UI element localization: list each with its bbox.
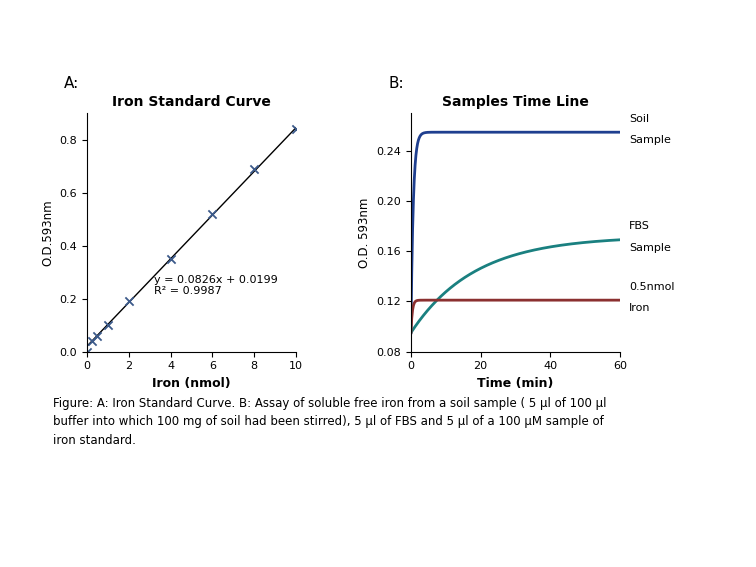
Text: Iron: Iron xyxy=(629,303,650,313)
Text: Sample: Sample xyxy=(629,243,671,253)
Point xyxy=(165,255,177,264)
Point xyxy=(91,331,104,340)
Point xyxy=(122,297,135,306)
Y-axis label: O.D.593nm: O.D.593nm xyxy=(41,199,54,266)
X-axis label: Iron (nmol): Iron (nmol) xyxy=(152,377,231,390)
Text: FBS: FBS xyxy=(629,221,650,231)
Text: y = 0.0826x + 0.0199
R² = 0.9987: y = 0.0826x + 0.0199 R² = 0.9987 xyxy=(153,274,277,296)
Text: A:: A: xyxy=(64,76,79,91)
Text: B:: B: xyxy=(389,76,404,91)
Y-axis label: O.D. 593nm: O.D. 593nm xyxy=(358,197,370,268)
Point xyxy=(248,164,260,174)
Text: 0.5nmol: 0.5nmol xyxy=(629,282,674,291)
Text: Sample: Sample xyxy=(629,135,671,145)
X-axis label: Time (min): Time (min) xyxy=(477,377,553,390)
Title: Iron Standard Curve: Iron Standard Curve xyxy=(112,95,271,109)
Point xyxy=(102,320,114,329)
Text: Soil: Soil xyxy=(629,114,649,124)
Point xyxy=(81,347,93,356)
Point xyxy=(290,125,302,134)
Title: Samples Time Line: Samples Time Line xyxy=(442,95,589,109)
Point xyxy=(206,209,218,218)
Text: Figure: A: Iron Standard Curve. B: Assay of soluble free iron from a soil sample: Figure: A: Iron Standard Curve. B: Assay… xyxy=(53,397,606,447)
Point xyxy=(86,336,98,345)
